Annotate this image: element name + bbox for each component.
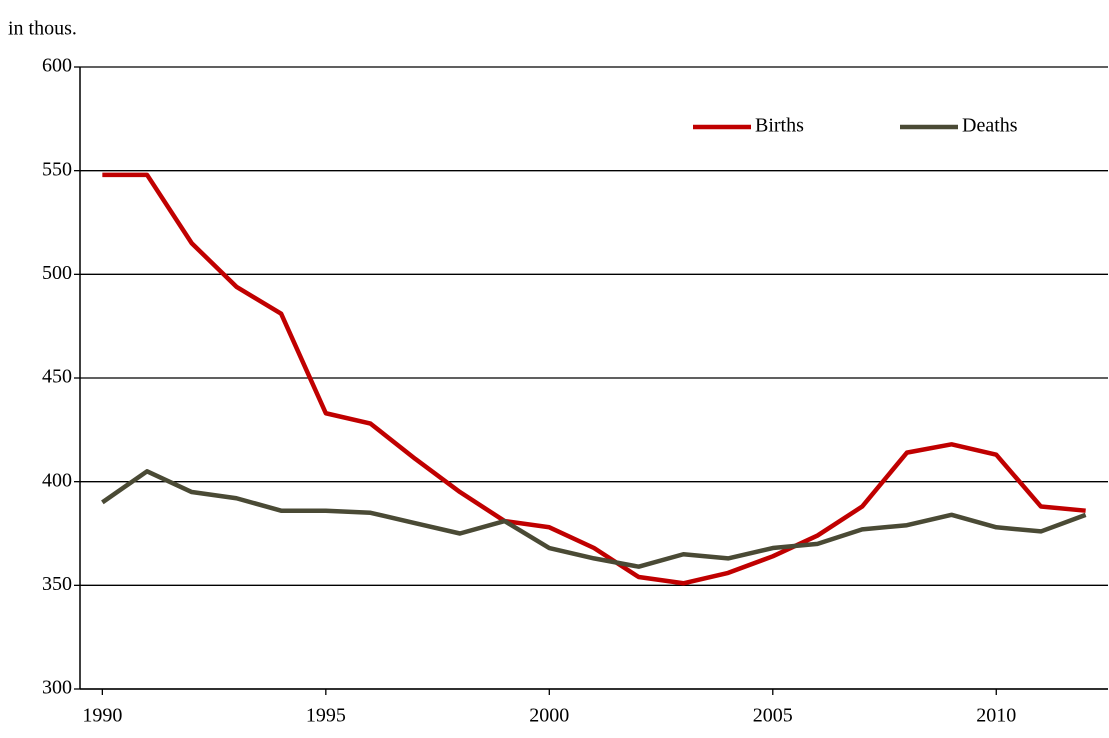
series-line: [101, 469, 1087, 569]
y-tick-label: 500: [42, 262, 72, 284]
y-tick-label: 400: [42, 469, 72, 491]
x-tick-label: 1990: [82, 705, 122, 727]
series-line: [102, 172, 1086, 586]
x-tick-label: 1995: [306, 705, 346, 727]
y-tick-label: 450: [42, 366, 72, 388]
legend-label: Deaths: [962, 115, 1018, 137]
y-unit-label: in thous.: [8, 18, 77, 40]
y-tick-label: 550: [42, 158, 72, 180]
x-tick-label: 2005: [753, 705, 793, 727]
y-tick-label: 300: [42, 677, 72, 699]
x-tick-label: 2000: [529, 705, 569, 727]
x-tick-label: 2010: [976, 705, 1016, 727]
legend-label: Births: [755, 115, 804, 137]
y-tick-label: 350: [42, 573, 72, 595]
y-tick-label: 600: [42, 55, 72, 77]
